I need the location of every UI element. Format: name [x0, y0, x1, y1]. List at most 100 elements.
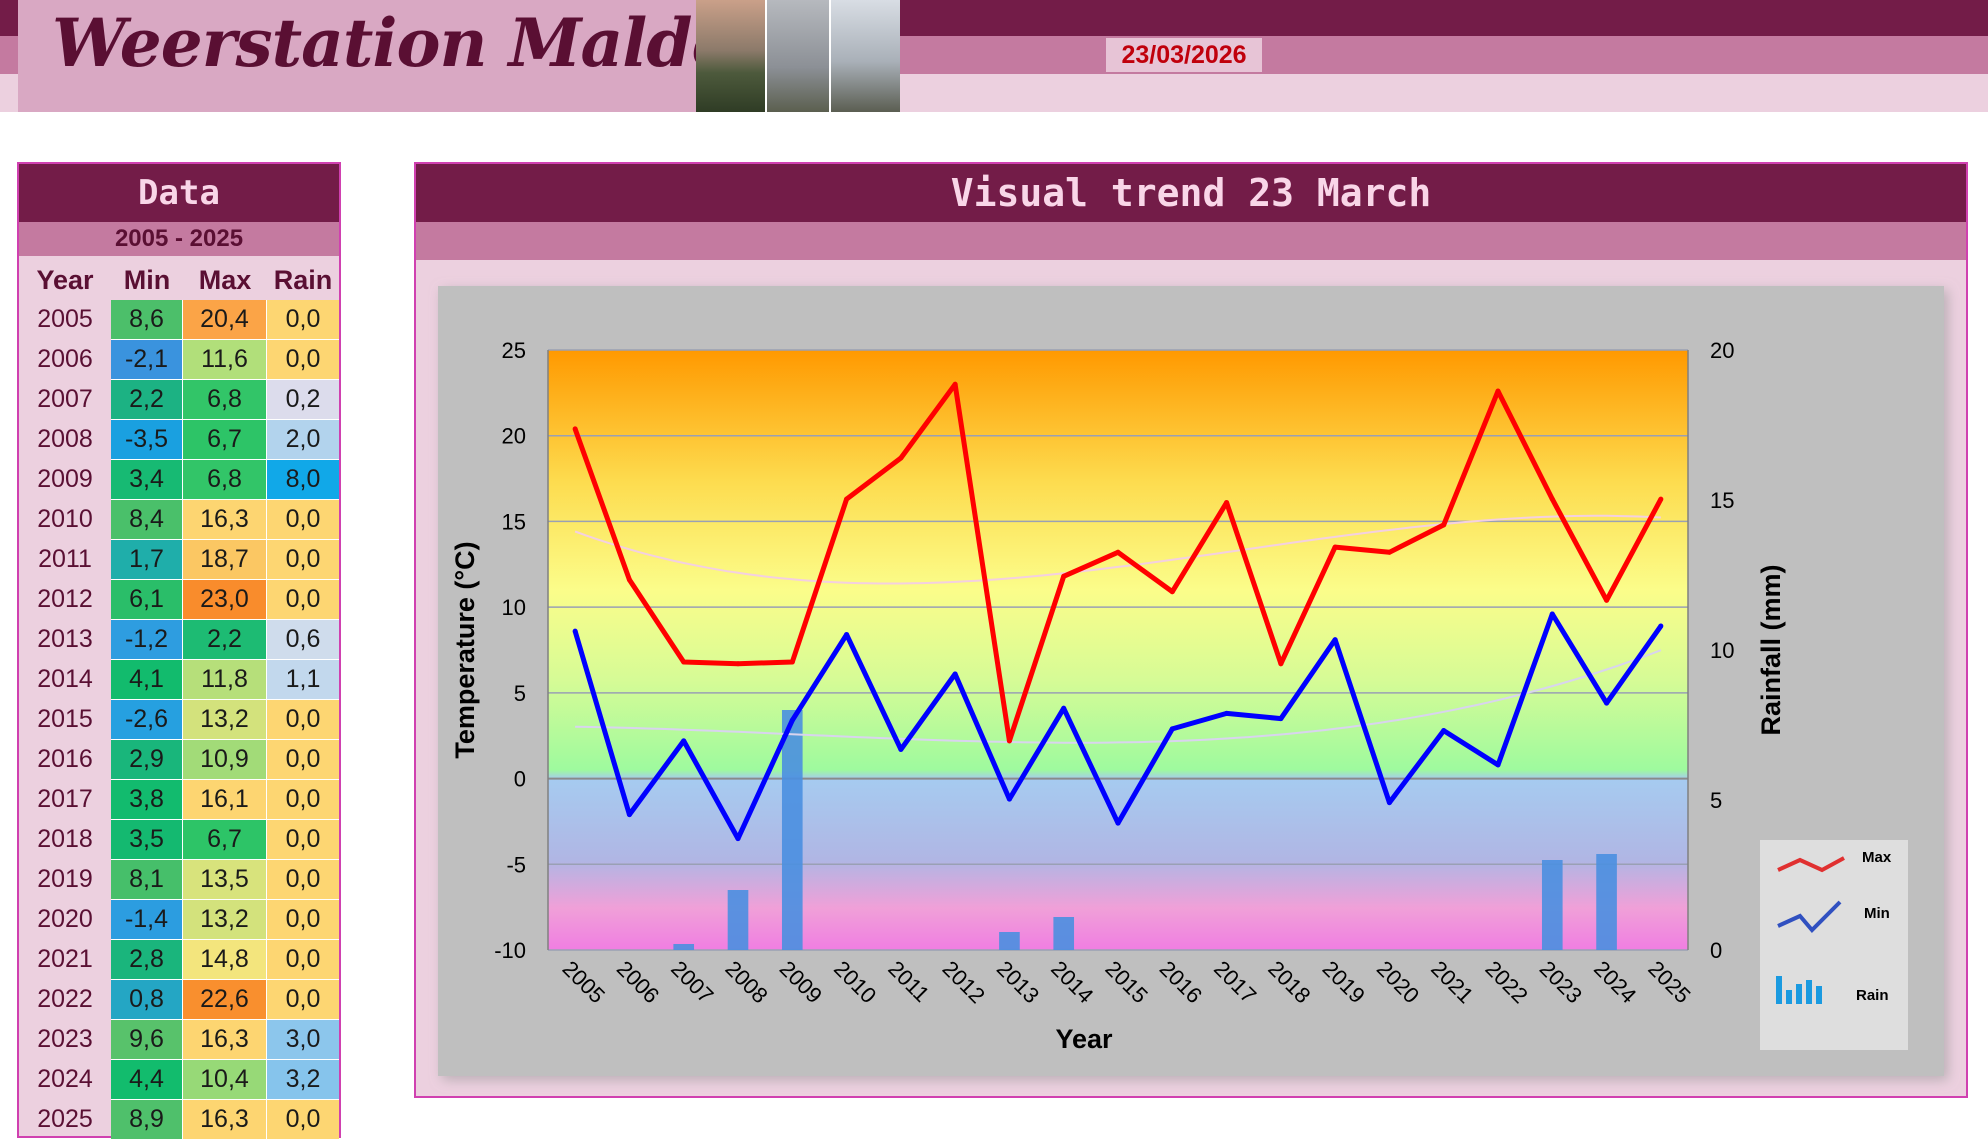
y-tick-label: 25 [502, 338, 526, 363]
y-tick-label: -5 [506, 852, 526, 877]
data-point-max [1115, 549, 1121, 555]
cell-max: 6,7 [183, 820, 267, 860]
cell-rain: 8,0 [267, 460, 339, 500]
cell-rain: 0,0 [267, 900, 339, 940]
data-point-min [1006, 796, 1012, 802]
data-point-max [1224, 500, 1230, 506]
cell-min: 3,5 [111, 820, 183, 860]
y2-tick-label: 10 [1710, 638, 1734, 663]
table-row: 2024 4,4 10,4 3,2 [19, 1060, 339, 1100]
data-point-max [1386, 549, 1392, 555]
column-header-max: Max [198, 265, 252, 295]
cell-rain: 0,0 [267, 940, 339, 980]
legend-max-icon [1777, 856, 1845, 873]
data-point-min [1115, 820, 1121, 826]
cell-rain: 0,0 [267, 340, 339, 380]
data-point-max [572, 426, 578, 432]
chart-panel: Visual trend 23 March 25 20 15 10 5 0 [414, 162, 1968, 1098]
cell-min: 8,4 [111, 500, 183, 540]
y2-tick-label: 0 [1710, 938, 1722, 963]
chart-panel-title: Visual trend 23 March [416, 164, 1966, 222]
cell-max: 16,3 [183, 500, 267, 540]
data-point-min [1061, 705, 1067, 711]
data-point-max [1658, 496, 1664, 502]
rain-bar [673, 944, 695, 950]
data-point-min [1495, 762, 1501, 768]
cell-min: 2,9 [111, 740, 183, 780]
cell-min: 9,6 [111, 1020, 183, 1060]
data-point-min [898, 746, 904, 752]
data-point-max [1495, 388, 1501, 394]
cell-year: 2016 [37, 745, 93, 773]
legend-rain-label: Rain [1856, 987, 1889, 1004]
trendline-max [574, 514, 1661, 585]
table-row: 2008 -3,5 6,7 2,0 [19, 420, 339, 460]
rain-bar [1596, 854, 1617, 950]
table-row: 2021 2,8 14,8 0,0 [19, 940, 339, 980]
cell-max: 2,2 [183, 620, 267, 660]
table-row: 2010 8,4 16,3 0,0 [19, 500, 339, 540]
cell-rain: 0,0 [267, 1100, 339, 1140]
y-tick-label: 10 [502, 595, 526, 620]
cell-min: -2,1 [111, 340, 183, 380]
cell-max: 13,2 [183, 900, 267, 940]
cell-rain: 0,2 [267, 380, 339, 420]
rain-bar [1541, 860, 1563, 950]
cell-year: 2024 [37, 1065, 93, 1093]
cell-rain: 0,6 [267, 620, 339, 660]
data-point-min [1386, 800, 1392, 806]
cell-rain: 0,0 [267, 700, 339, 740]
data-point-min [1658, 623, 1664, 629]
cell-rain: 1,1 [267, 660, 339, 700]
cell-max: 6,8 [183, 380, 267, 420]
chart-panel-subband [416, 222, 1966, 260]
cell-rain: 0,0 [267, 300, 339, 340]
table-row: 2025 8,9 16,3 0,0 [19, 1100, 339, 1140]
cell-year: 2017 [37, 785, 93, 813]
rain-bar [781, 710, 803, 950]
column-header-year: Year [36, 265, 94, 295]
table-row: 2013 -1,2 2,2 0,6 [19, 620, 339, 660]
data-table-body: 2005 8,6 20,4 0,0 2006 -2,1 11,6 0,0 2007 2,2 6,8 0… [19, 300, 339, 1140]
rain-bar [1053, 917, 1075, 950]
table-row: 2015 -2,6 13,2 0,0 [19, 700, 339, 740]
cell-rain: 0,0 [267, 580, 339, 620]
data-point-min [952, 671, 958, 677]
cell-year: 2021 [37, 945, 93, 973]
photo-separator [829, 0, 831, 112]
cell-min: 4,4 [111, 1060, 183, 1100]
cell-rain: 0,0 [267, 780, 339, 820]
cell-min: -2,6 [111, 700, 183, 740]
cell-year: 2019 [37, 865, 93, 893]
cell-max: 13,5 [183, 860, 267, 900]
data-point-max [789, 659, 795, 665]
cell-year: 2014 [37, 665, 93, 693]
cell-min: -1,4 [111, 900, 183, 940]
table-row: 2009 3,4 6,8 8,0 [19, 460, 339, 500]
column-header-min: Min [123, 265, 171, 295]
cell-year: 2007 [37, 385, 93, 413]
cell-rain: 0,0 [267, 820, 339, 860]
table-row: 2012 6,1 23,0 0,0 [19, 580, 339, 620]
cell-min: 8,6 [111, 300, 183, 340]
cell-rain: 0,0 [267, 740, 339, 780]
data-panel-range: 2005 - 2025 [19, 222, 339, 256]
cell-year: 2008 [37, 425, 93, 453]
cell-max: 22,6 [183, 980, 267, 1020]
cell-min: -3,5 [111, 420, 183, 460]
data-panel-title: Data [19, 164, 339, 222]
cell-rain: 0,0 [267, 860, 339, 900]
data-point-max [681, 659, 687, 665]
cell-min: 6,1 [111, 580, 183, 620]
cell-rain: 3,2 [267, 1060, 339, 1100]
table-row: 2005 8,6 20,4 0,0 [19, 300, 339, 340]
cell-year: 2020 [37, 905, 93, 933]
table-row: 2017 3,8 16,1 0,0 [19, 780, 339, 820]
data-point-min [789, 717, 795, 723]
y-tick-label: 20 [502, 424, 526, 449]
cell-min: 3,8 [111, 780, 183, 820]
data-point-max [898, 455, 904, 461]
data-point-min [572, 628, 578, 634]
cell-year: 2012 [37, 585, 93, 613]
cell-max: 6,8 [183, 460, 267, 500]
